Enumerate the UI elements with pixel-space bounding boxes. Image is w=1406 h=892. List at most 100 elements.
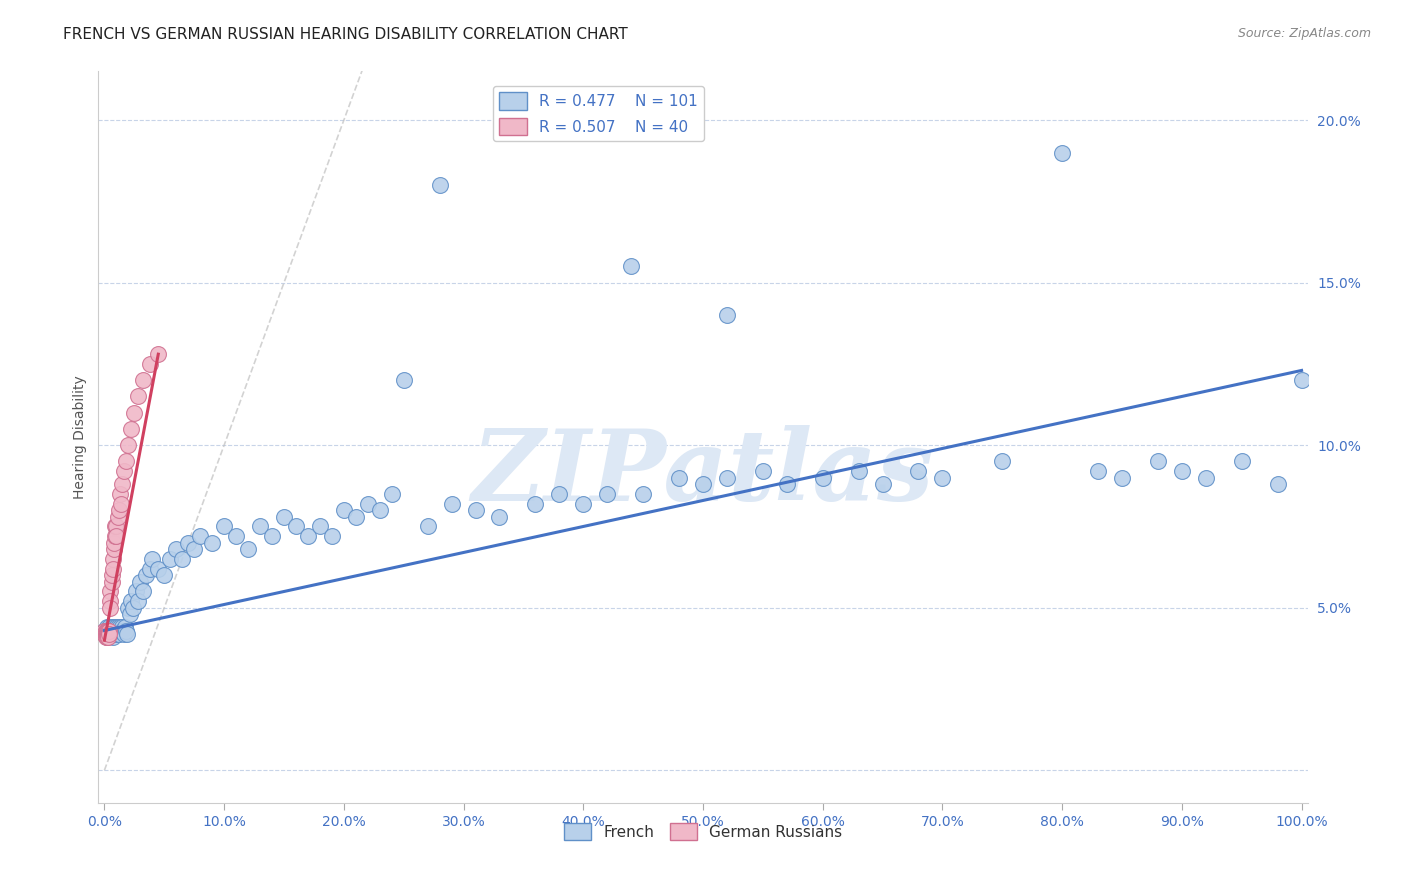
Point [108, 620, 131, 634]
Point [188, 529, 211, 543]
Point [464, 503, 486, 517]
Point [104, 626, 127, 640]
Point [107, 626, 129, 640]
Point [93, 626, 115, 640]
Point [931, 471, 953, 485]
Point [100, 620, 122, 634]
Point [716, 308, 738, 322]
Point [100, 626, 122, 640]
Point [110, 624, 132, 638]
Point [668, 471, 690, 485]
Point [416, 519, 439, 533]
Point [148, 347, 170, 361]
Point [429, 178, 451, 193]
Point [98, 624, 121, 638]
Point [139, 357, 162, 371]
Point [848, 464, 870, 478]
Point [101, 562, 124, 576]
Point [105, 620, 128, 634]
Point [115, 624, 138, 638]
Point [620, 260, 643, 274]
Point [132, 584, 155, 599]
Point [201, 535, 224, 549]
Point [94, 624, 117, 638]
Point [127, 594, 149, 608]
Point [260, 529, 283, 543]
Point [1291, 373, 1313, 387]
Point [1087, 464, 1109, 478]
Point [114, 620, 136, 634]
Point [107, 624, 129, 638]
Point [1230, 454, 1253, 468]
Point [1267, 477, 1289, 491]
Point [572, 497, 595, 511]
Point [94, 626, 117, 640]
Point [524, 497, 547, 511]
Point [96, 626, 118, 640]
Point [1111, 471, 1133, 485]
Point [148, 562, 170, 576]
Point [344, 509, 367, 524]
Point [321, 529, 343, 543]
Point [101, 552, 124, 566]
Point [141, 552, 163, 566]
Point [104, 624, 127, 638]
Point [118, 607, 141, 622]
Point [110, 497, 132, 511]
Point [107, 509, 129, 524]
Point [97, 626, 120, 640]
Point [100, 594, 122, 608]
Point [97, 626, 120, 640]
Point [127, 389, 149, 403]
Point [103, 542, 125, 557]
Point [381, 487, 404, 501]
Point [97, 624, 120, 638]
Point [97, 630, 120, 644]
Point [159, 552, 181, 566]
Point [297, 529, 319, 543]
Point [1050, 145, 1073, 160]
Point [368, 503, 391, 517]
Point [98, 624, 121, 638]
Point [132, 373, 155, 387]
Point [120, 594, 142, 608]
Point [100, 568, 122, 582]
Point [112, 626, 135, 640]
Point [96, 630, 118, 644]
Point [139, 562, 162, 576]
Text: Source: ZipAtlas.com: Source: ZipAtlas.com [1237, 27, 1371, 40]
Point [811, 471, 834, 485]
Point [872, 477, 894, 491]
Point [135, 568, 157, 582]
Point [107, 620, 129, 634]
Point [105, 529, 128, 543]
Point [273, 509, 295, 524]
Point [124, 584, 146, 599]
Point [1171, 464, 1194, 478]
Point [100, 600, 122, 615]
Point [309, 519, 332, 533]
Point [716, 471, 738, 485]
Point [107, 626, 129, 640]
Point [104, 519, 127, 533]
Point [117, 600, 139, 615]
Point [105, 519, 128, 533]
Point [357, 497, 380, 511]
Point [284, 519, 307, 533]
Point [103, 535, 125, 549]
Point [94, 630, 117, 644]
Point [101, 624, 124, 638]
Point [98, 620, 121, 634]
Point [94, 626, 117, 640]
Point [692, 477, 714, 491]
Point [392, 373, 415, 387]
Point [98, 626, 121, 640]
Point [103, 620, 125, 634]
Point [752, 464, 775, 478]
Text: FRENCH VS GERMAN RUSSIAN HEARING DISABILITY CORRELATION CHART: FRENCH VS GERMAN RUSSIAN HEARING DISABIL… [63, 27, 628, 42]
Point [111, 477, 134, 491]
Y-axis label: Hearing Disability: Hearing Disability [73, 376, 87, 499]
Point [100, 584, 122, 599]
Point [249, 519, 271, 533]
Point [596, 487, 619, 501]
